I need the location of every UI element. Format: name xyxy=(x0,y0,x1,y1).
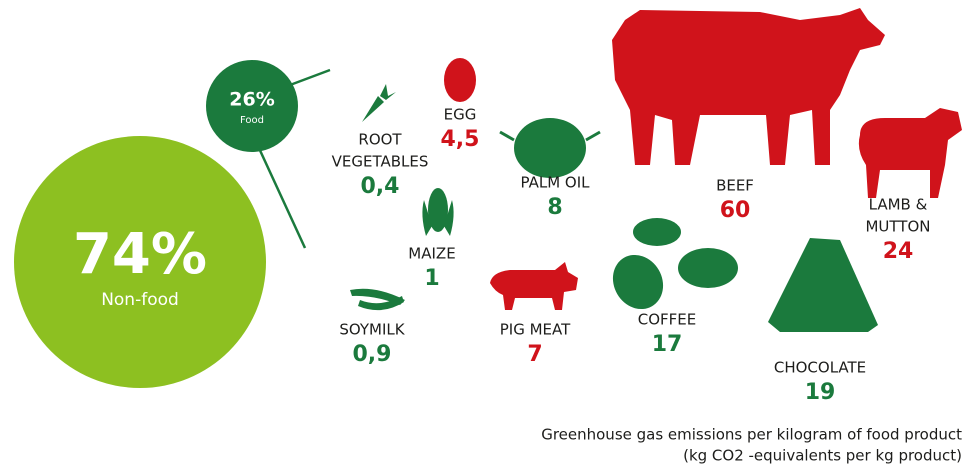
item-label: LAMB & xyxy=(869,196,928,214)
item-label: ROOT xyxy=(358,131,402,149)
item-value: 7 xyxy=(527,342,542,367)
food-label: Food xyxy=(240,115,264,126)
item-label: MAIZE xyxy=(408,245,455,263)
carrot-icon xyxy=(362,84,396,122)
maize-icon xyxy=(422,188,454,236)
sheep-icon xyxy=(858,108,962,198)
item-value: 1 xyxy=(424,266,439,291)
item-value: 4,5 xyxy=(441,127,480,152)
food-circle xyxy=(206,60,298,152)
footnote: Greenhouse gas emissions per kilogram of… xyxy=(541,426,962,444)
non-food-circle xyxy=(14,136,266,388)
item-value: 0,4 xyxy=(361,174,400,199)
item-value: 24 xyxy=(883,239,914,264)
item-label: PIG MEAT xyxy=(500,321,571,339)
item-label: SOYMILK xyxy=(339,321,405,339)
item-label: BEEF xyxy=(716,177,754,195)
item-label: EGG xyxy=(444,106,477,124)
non-food-percent: 74% xyxy=(73,222,207,287)
item-label: VEGETABLES xyxy=(332,153,429,171)
food-percent: 26% xyxy=(229,89,274,111)
item-label: CHOCOLATE xyxy=(774,359,866,377)
pig-icon xyxy=(490,262,578,310)
palm-oil-icon xyxy=(499,118,601,178)
item-value: 19 xyxy=(805,380,836,405)
item-value: 8 xyxy=(547,195,562,220)
item-value: 0,9 xyxy=(353,342,392,367)
chocolate-icon xyxy=(768,238,878,332)
item-value: 17 xyxy=(652,332,683,357)
cow-icon xyxy=(612,8,885,165)
coffee-icon xyxy=(612,218,738,310)
soy-icon xyxy=(350,288,405,311)
item-label: COFFEE xyxy=(638,311,697,329)
item-value: 60 xyxy=(720,198,751,223)
item-label: MUTTON xyxy=(865,218,930,236)
egg-icon xyxy=(444,58,476,102)
connector xyxy=(256,145,307,249)
non-food-label: Non-food xyxy=(101,290,179,310)
footnote: (kg CO2 -equivalents per kg product) xyxy=(683,447,962,465)
item-label: PALM OIL xyxy=(520,174,590,192)
